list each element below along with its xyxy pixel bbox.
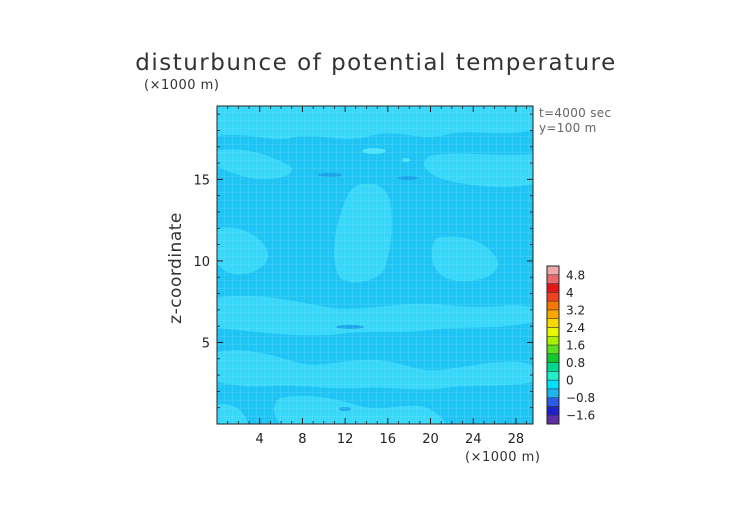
colorbar-label: 2.4 [566, 321, 585, 335]
x-tick-label: 28 [508, 432, 525, 447]
x-tick-label: 4 [256, 432, 264, 447]
x-unit-label: (×1000 m) [465, 450, 540, 465]
colorbar-swatch [546, 309, 560, 319]
colorbar-label: 3.2 [566, 303, 585, 317]
y-tick-label: 10 [193, 255, 210, 270]
x-tick-label: 12 [337, 432, 354, 447]
colorbar-swatch [546, 335, 560, 346]
colorbar-label: 4.8 [566, 268, 585, 282]
colorbar-swatch [546, 353, 560, 363]
colorbar-swatch [546, 362, 560, 372]
x-tick-label: 8 [298, 432, 306, 447]
axes: 4 8 12 16 20 24 28 5 10 15 [193, 106, 533, 447]
y-tick-label: 15 [193, 173, 210, 188]
colorbar-label: 1.6 [566, 339, 585, 353]
colorbar-swatch [546, 283, 560, 293]
grid-texture [217, 106, 533, 424]
colorbar-swatch [546, 274, 560, 284]
y-tick-label: 5 [202, 336, 210, 351]
colorbar-label: 0 [566, 374, 574, 388]
colorbar-swatch [546, 379, 560, 390]
time-info: t=4000 sec [539, 106, 611, 120]
colorbar-swatch [546, 397, 560, 407]
x-tick-label: 24 [465, 432, 482, 447]
plot-frame [216, 105, 534, 425]
colorbar-swatch [546, 344, 560, 355]
colorbar-swatch [546, 292, 560, 302]
heatmap-field [217, 106, 533, 424]
colorbar-label: 0.8 [566, 356, 585, 370]
colorbar-swatch [546, 327, 560, 337]
position-info: y=100 m [539, 121, 597, 135]
colorbar-swatch [546, 406, 560, 416]
colorbar-label: −0.8 [566, 391, 595, 405]
colorbar-swatch [546, 414, 560, 425]
y-unit-label: (×1000 m) [144, 78, 219, 93]
colorbar-label: −1.6 [566, 409, 595, 423]
colorbar-swatch [546, 388, 560, 398]
colorbar: −1.6 −0.8 0 0.8 1.6 2.4 3.2 4 4.8 [546, 265, 595, 425]
x-tick-label: 20 [422, 432, 439, 447]
colorbar-swatch [546, 318, 560, 328]
chart-title: disturbunce of potential temperature [135, 50, 617, 76]
colorbar-frame [546, 265, 560, 425]
colorbar-swatch [546, 371, 560, 381]
colorbar-swatch [546, 300, 560, 311]
colorbar-label: 4 [566, 286, 574, 300]
colorbar-swatch [546, 265, 560, 276]
y-axis-label: z-coordinate [166, 212, 186, 324]
x-tick-label: 16 [380, 432, 397, 447]
